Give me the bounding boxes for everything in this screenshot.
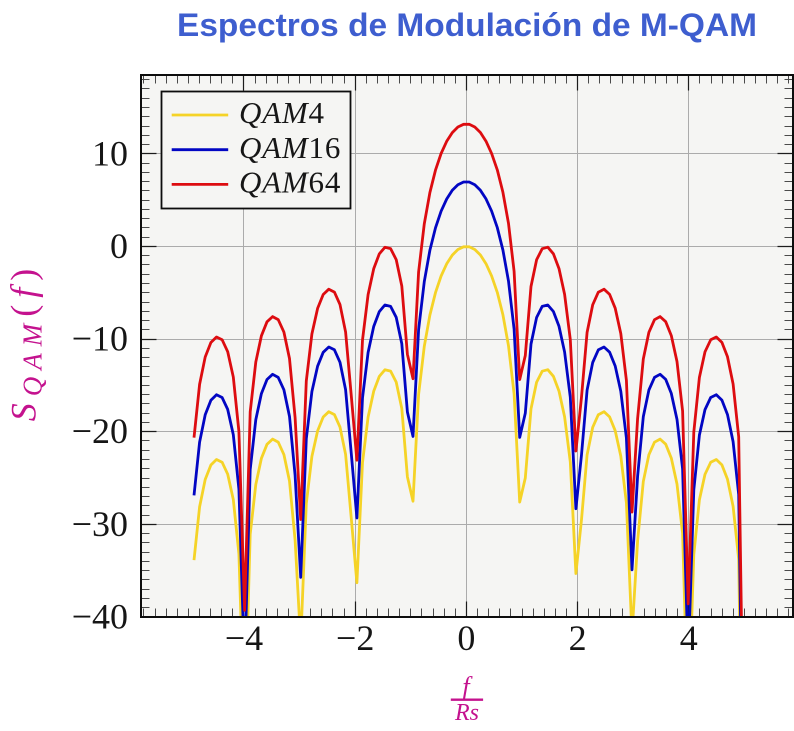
- svg-text:−10: −10: [72, 319, 128, 359]
- svg-text:−30: −30: [72, 504, 128, 544]
- svg-text:QAM64: QAM64: [239, 165, 341, 200]
- svg-text:Espectros de Modulación de M-Q: Espectros de Modulación de M-QAM: [177, 7, 757, 43]
- svg-text:SQAM(f): SQAM(f): [4, 262, 48, 422]
- svg-text:Rs: Rs: [454, 700, 479, 726]
- svg-text:f: f: [462, 672, 473, 701]
- svg-text:QAM4: QAM4: [239, 95, 325, 130]
- svg-text:−20: −20: [72, 411, 128, 451]
- svg-text:10: 10: [92, 133, 128, 173]
- svg-text:4: 4: [680, 618, 698, 658]
- svg-text:−40: −40: [72, 597, 128, 637]
- svg-text:−4: −4: [225, 618, 263, 658]
- svg-text:0: 0: [110, 226, 128, 266]
- svg-text:2: 2: [569, 618, 587, 658]
- svg-text:−2: −2: [336, 618, 374, 658]
- svg-text:0: 0: [457, 618, 475, 658]
- svg-text:QAM16: QAM16: [239, 130, 341, 165]
